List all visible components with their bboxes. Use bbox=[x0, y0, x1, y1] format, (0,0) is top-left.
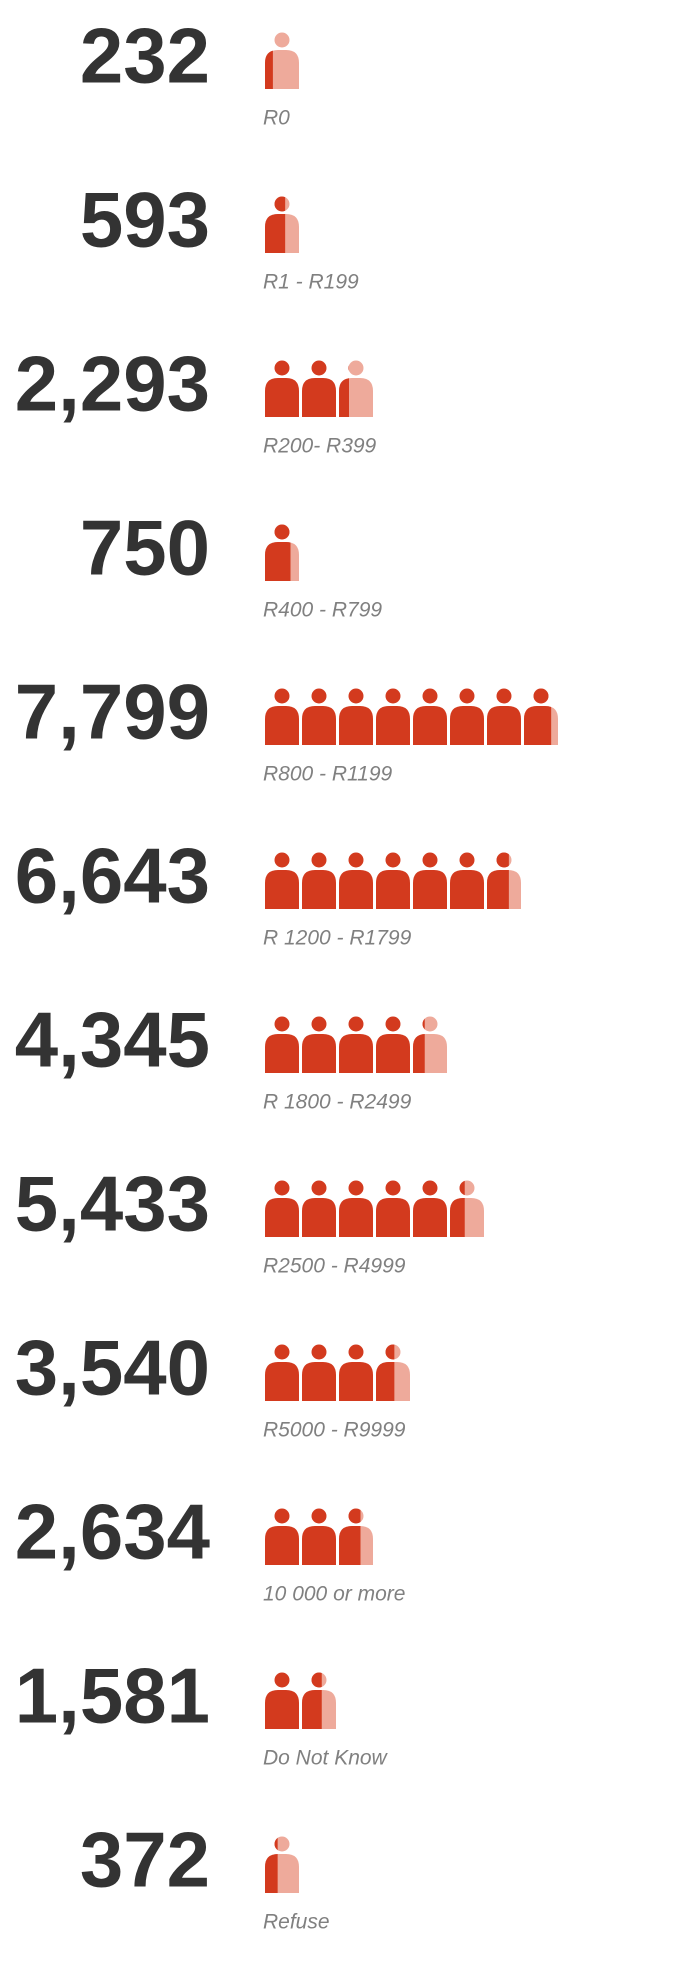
icon-row bbox=[265, 1180, 484, 1237]
category-label: R2500 - R4999 bbox=[263, 1255, 406, 1278]
person-icon bbox=[413, 852, 447, 909]
person-icon bbox=[524, 688, 558, 745]
icon-row bbox=[265, 1016, 447, 1073]
person-icon bbox=[339, 1508, 373, 1565]
person-icon bbox=[487, 688, 521, 745]
person-icon bbox=[265, 196, 299, 253]
person-icon bbox=[265, 1672, 299, 1729]
category-label: R1 - R199 bbox=[263, 271, 359, 294]
person-icon bbox=[265, 360, 299, 417]
person-icon bbox=[339, 1344, 373, 1401]
value-label: 593 bbox=[80, 176, 210, 264]
person-icon bbox=[487, 852, 521, 909]
person-icon bbox=[450, 852, 484, 909]
icon-row bbox=[265, 852, 521, 909]
value-label: 2,293 bbox=[15, 340, 210, 428]
icon-row bbox=[265, 1508, 373, 1565]
category-label: R200- R399 bbox=[263, 435, 377, 458]
icon-row bbox=[265, 1672, 336, 1729]
category-label: R800 - R1199 bbox=[263, 763, 393, 786]
person-icon bbox=[339, 1180, 373, 1237]
person-icon bbox=[265, 852, 299, 909]
person-icon bbox=[265, 1180, 299, 1237]
person-icon bbox=[339, 852, 373, 909]
value-label: 372 bbox=[80, 1816, 210, 1904]
person-icon bbox=[339, 1016, 373, 1073]
icon-row bbox=[265, 524, 299, 581]
category-label: R5000 - R9999 bbox=[263, 1419, 406, 1442]
person-icon bbox=[302, 688, 336, 745]
person-icon bbox=[302, 1508, 336, 1565]
person-icon bbox=[376, 1180, 410, 1237]
category-label: 10 000 or more bbox=[263, 1583, 405, 1606]
value-label: 1,581 bbox=[15, 1652, 210, 1740]
value-label: 2,634 bbox=[15, 1488, 210, 1576]
person-icon bbox=[339, 688, 373, 745]
icon-row bbox=[265, 32, 299, 89]
person-icon bbox=[265, 524, 299, 581]
person-icon bbox=[302, 1016, 336, 1073]
value-label: 4,345 bbox=[15, 996, 210, 1084]
person-icon bbox=[376, 852, 410, 909]
value-label: 232 bbox=[80, 12, 210, 100]
person-icon bbox=[302, 852, 336, 909]
category-label: R0 bbox=[263, 107, 290, 130]
person-icon bbox=[413, 688, 447, 745]
value-label: 7,799 bbox=[15, 668, 210, 756]
person-icon bbox=[265, 1836, 299, 1893]
icon-row bbox=[265, 360, 373, 417]
value-label: 750 bbox=[80, 504, 210, 592]
person-icon bbox=[450, 688, 484, 745]
person-icon bbox=[376, 1344, 410, 1401]
icon-row bbox=[265, 1344, 410, 1401]
value-label: 3,540 bbox=[15, 1324, 210, 1412]
person-icon bbox=[265, 1508, 299, 1565]
category-label: R 1200 - R1799 bbox=[263, 927, 412, 950]
category-label: Do Not Know bbox=[263, 1747, 389, 1770]
person-icon bbox=[302, 1672, 336, 1729]
icon-row bbox=[265, 688, 558, 745]
category-label: Refuse bbox=[263, 1911, 330, 1934]
category-label: R 1800 - R2499 bbox=[263, 1091, 412, 1114]
person-icon bbox=[376, 688, 410, 745]
value-label: 6,643 bbox=[15, 832, 210, 920]
person-icon bbox=[302, 1344, 336, 1401]
person-icon bbox=[265, 1344, 299, 1401]
icon-row bbox=[265, 196, 299, 253]
person-icon bbox=[265, 1016, 299, 1073]
person-icon bbox=[265, 32, 299, 89]
person-icon bbox=[413, 1180, 447, 1237]
person-icon bbox=[376, 1016, 410, 1073]
person-icon bbox=[302, 360, 336, 417]
person-icon bbox=[302, 1180, 336, 1237]
icon-row bbox=[265, 1836, 299, 1893]
person-icon bbox=[413, 1016, 447, 1073]
person-icon bbox=[339, 360, 373, 417]
person-icon bbox=[450, 1180, 484, 1237]
value-label: 5,433 bbox=[15, 1160, 210, 1248]
category-label: R400 - R799 bbox=[263, 599, 382, 622]
person-icon bbox=[265, 688, 299, 745]
